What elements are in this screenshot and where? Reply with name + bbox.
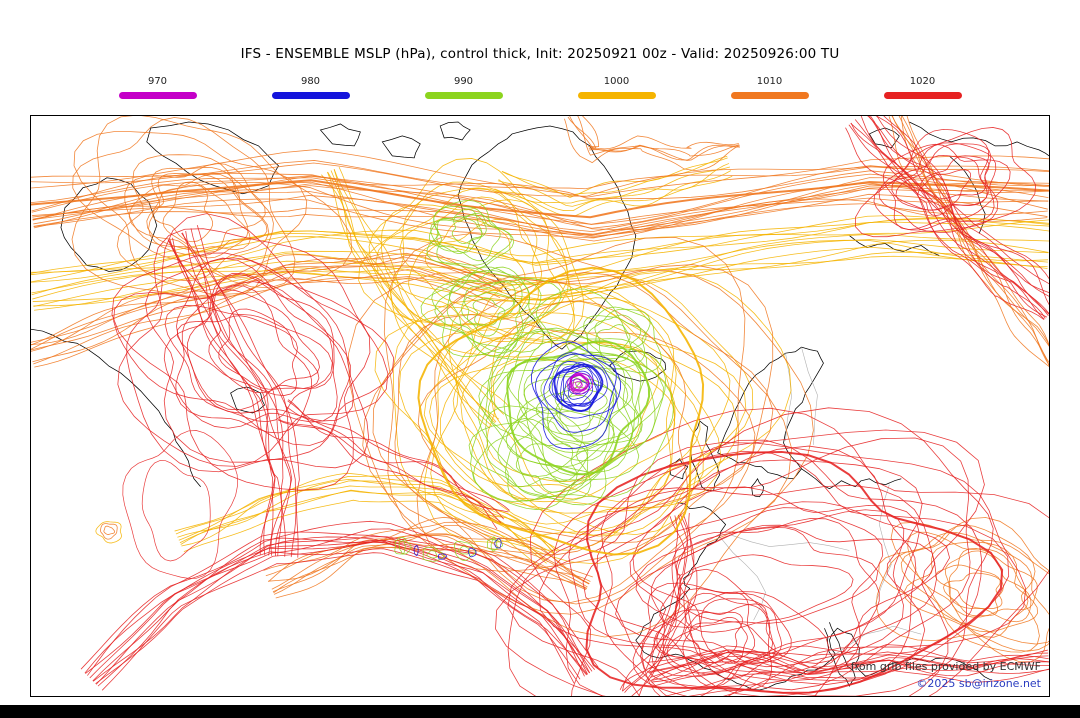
bottom-bar xyxy=(0,705,1080,718)
legend-label-1020: 1020 xyxy=(909,76,936,87)
legend-label-970: 970 xyxy=(147,76,168,87)
credits: from grib files provided by ECMWF ©2025 … xyxy=(851,659,1041,692)
credit-copyright: ©2025 sb@irizone.net xyxy=(916,676,1041,690)
legend-bar-990 xyxy=(424,92,503,99)
legend-label-990: 990 xyxy=(453,76,474,87)
legend-item-1000: 1000 xyxy=(577,76,657,99)
credit-source: from grib files provided by ECMWF xyxy=(850,660,1041,673)
mslp-spaghetti-map xyxy=(31,116,1049,696)
legend-bar-1000 xyxy=(577,92,656,99)
legend-label-1010: 1010 xyxy=(756,76,783,87)
map-frame: from grib files provided by ECMWF ©2025 … xyxy=(30,115,1050,697)
legend-label-980: 980 xyxy=(300,76,321,87)
legend-label-1000: 1000 xyxy=(603,76,630,87)
chart-title: IFS - ENSEMBLE MSLP (hPa), control thick… xyxy=(240,46,840,62)
legend-item-990: 990 xyxy=(424,76,504,99)
legend-bar-970 xyxy=(118,92,197,99)
legend-bar-980 xyxy=(271,92,350,99)
legend-bar-1020 xyxy=(883,92,962,99)
legend-bar-1010 xyxy=(730,92,809,99)
legend-item-970: 970 xyxy=(118,76,198,99)
pressure-legend: 970 980 990 1000 1010 1020 xyxy=(118,76,963,99)
legend-item-1010: 1010 xyxy=(730,76,810,99)
legend-item-980: 980 xyxy=(271,76,351,99)
legend-item-1020: 1020 xyxy=(883,76,963,99)
